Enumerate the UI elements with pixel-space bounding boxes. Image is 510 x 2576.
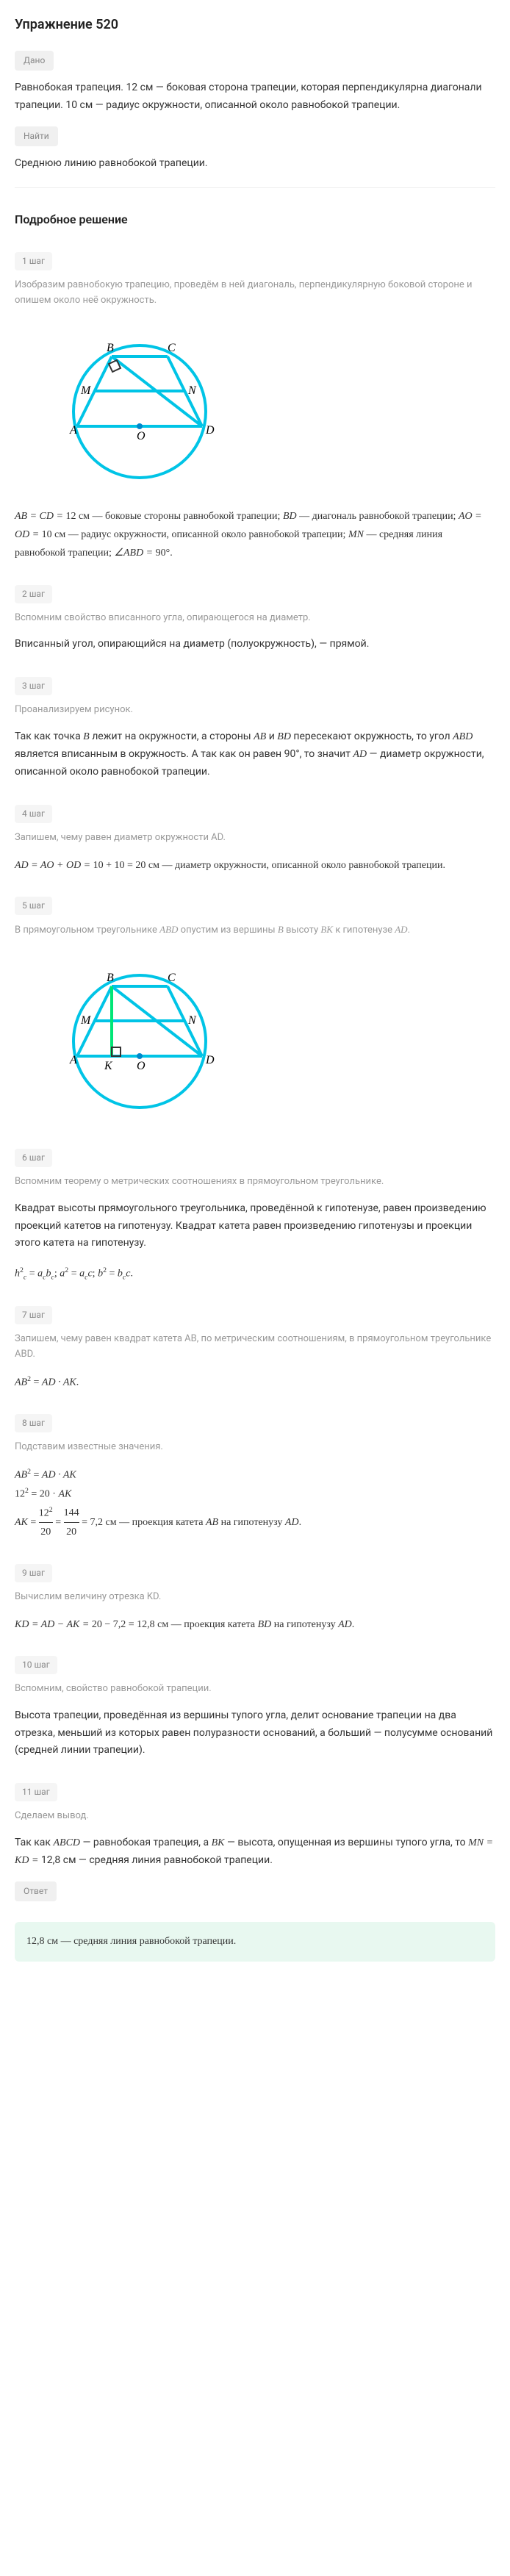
find-text: Среднюю линию равнобокой трапеции. bbox=[15, 155, 495, 173]
step-6-desc: Вспомним теорему о метрических соотношен… bbox=[15, 1174, 495, 1190]
solution-title: Подробное решение bbox=[15, 210, 495, 229]
step-6-text: Квадрат высоты прямоугольного треугольни… bbox=[15, 1200, 495, 1252]
label-c-2: C bbox=[168, 972, 176, 984]
step-4-badge: 4 шаг bbox=[15, 805, 52, 823]
circle bbox=[73, 345, 206, 478]
step-10-text: Высота трапеции, проведённая из вершины … bbox=[15, 1707, 495, 1759]
label-c: C bbox=[168, 342, 176, 354]
label-b-2: B bbox=[107, 972, 114, 984]
step-1-desc: Изобразим равнобокую трапецию, проведём … bbox=[15, 278, 495, 309]
step-4-math: AD = AO + OD = 10 + 10 = 20 см — диаметр… bbox=[15, 856, 495, 875]
label-o: O bbox=[137, 430, 146, 442]
given-badge: Дано bbox=[15, 51, 54, 71]
label-a: A bbox=[69, 424, 77, 437]
answer-box: 12,8 см — средняя линия равнобокой трапе… bbox=[15, 1922, 495, 1962]
step-1-badge: 1 шаг bbox=[15, 252, 52, 270]
label-o-2: O bbox=[137, 1060, 146, 1072]
step-7-math: AB2 = AD · AK. bbox=[15, 1373, 495, 1392]
divider bbox=[15, 187, 495, 188]
exercise-title: Упражнение 520 bbox=[15, 15, 495, 36]
circle-2 bbox=[73, 975, 206, 1108]
step-3-desc: Проанализируем рисунок. bbox=[15, 703, 495, 718]
label-m: M bbox=[80, 384, 92, 397]
step-2-text: Вписанный угол, опирающийся на диаметр (… bbox=[15, 636, 495, 653]
step-9-math: KD = AD − AK = 20 − 7,2 = 12,8 см — прое… bbox=[15, 1615, 495, 1634]
label-k: K bbox=[104, 1060, 113, 1072]
label-m-2: M bbox=[80, 1014, 92, 1027]
step-4-desc: Запишем, чему равен диаметр окружности A… bbox=[15, 830, 495, 846]
step-3-text: Так как точка B лежит на окружности, а с… bbox=[15, 728, 495, 781]
trapezoid-diagram-1: A B C D M N O bbox=[59, 323, 235, 485]
math-desc-1: AB = CD = 12 см — боковые стороны равноб… bbox=[15, 507, 495, 563]
label-n-2: N bbox=[187, 1014, 197, 1027]
trapezoid-diagram-2: A B C D M N O K bbox=[59, 953, 235, 1115]
step-2-desc: Вспомним свойство вписанного угла, опира… bbox=[15, 611, 495, 626]
given-text: Равнобокая трапеция. 12 см — боковая сто… bbox=[15, 79, 495, 115]
label-d-2: D bbox=[205, 1054, 215, 1066]
step-5-desc: В прямоугольном треугольнике ABD опустим… bbox=[15, 922, 495, 939]
step-8-math: AB2 = AD · AK 122 = 20 · AK AK = 12220 =… bbox=[15, 1465, 495, 1542]
label-n: N bbox=[187, 384, 197, 397]
step-8-desc: Подставим известные значения. bbox=[15, 1440, 495, 1455]
step-6-math: h2c = acbc; a2 = acc; b2 = bcc. bbox=[15, 1264, 495, 1284]
diagram-1: A B C D M N O bbox=[59, 323, 235, 485]
step-6-badge: 6 шаг bbox=[15, 1149, 52, 1167]
step-11-badge: 11 шаг bbox=[15, 1783, 57, 1801]
step-5-badge: 5 шаг bbox=[15, 897, 52, 915]
center-dot bbox=[137, 423, 143, 429]
center-dot-2 bbox=[137, 1053, 143, 1059]
label-b: B bbox=[107, 342, 114, 354]
step-9-desc: Вычислим величину отрезка KD. bbox=[15, 1590, 495, 1605]
answer-badge: Ответ bbox=[15, 1881, 57, 1901]
label-a-2: A bbox=[69, 1054, 77, 1066]
find-badge: Найти bbox=[15, 126, 58, 146]
step-8-badge: 8 шаг bbox=[15, 1414, 52, 1432]
step-11-text: Так как ABCD — равнобокая трапеция, а BK… bbox=[15, 1834, 495, 1870]
step-10-desc: Вспомним, свойство равнобокой трапеции. bbox=[15, 1682, 495, 1697]
diagram-2: A B C D M N O K bbox=[59, 953, 235, 1115]
step-9-badge: 9 шаг bbox=[15, 1564, 52, 1582]
step-2-badge: 2 шаг bbox=[15, 585, 52, 603]
step-11-desc: Сделаем вывод. bbox=[15, 1809, 495, 1824]
label-d: D bbox=[205, 424, 215, 437]
step-3-badge: 3 шаг bbox=[15, 677, 52, 695]
step-7-desc: Запишем, чему равен квадрат катета AB, п… bbox=[15, 1332, 495, 1363]
step-10-badge: 10 шаг bbox=[15, 1656, 57, 1674]
step-7-badge: 7 шаг bbox=[15, 1306, 52, 1324]
